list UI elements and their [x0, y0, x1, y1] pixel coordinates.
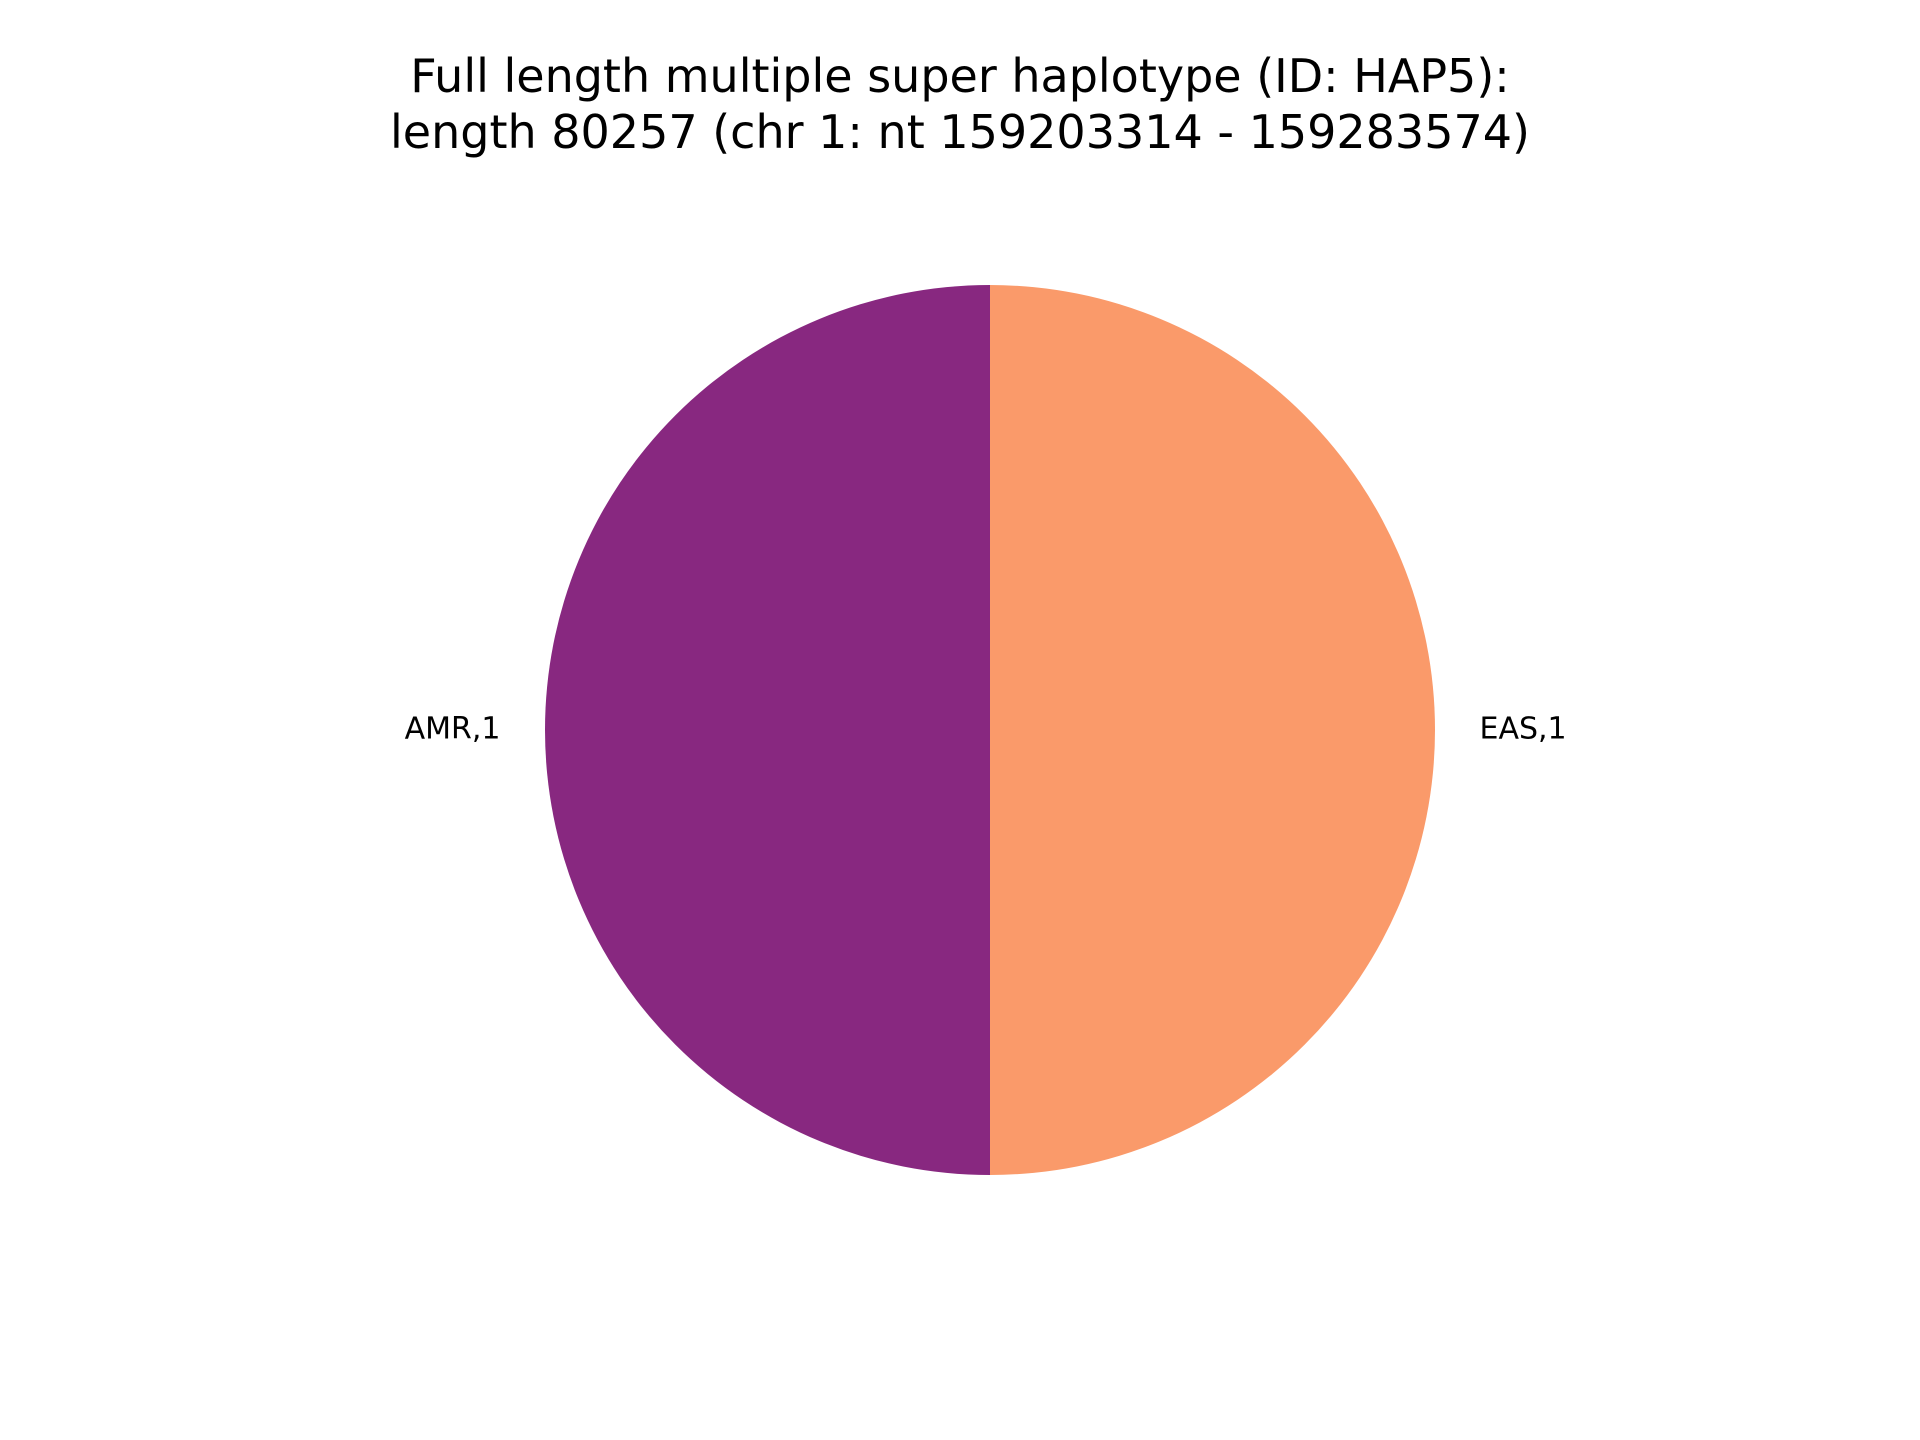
chart-title-line-1: Full length multiple super haplotype (ID… — [410, 49, 1510, 103]
chart-title: Full length multiple super haplotype (ID… — [390, 49, 1530, 159]
pie-labels: AMR,1 EAS,1 — [405, 712, 1567, 747]
pie-slice-eas — [990, 285, 1435, 1175]
pie-slices — [545, 285, 1435, 1175]
pie-label-eas: EAS,1 — [1480, 712, 1567, 747]
pie-label-amr: AMR,1 — [405, 712, 501, 747]
pie-slice-amr — [545, 285, 990, 1175]
chart-title-line-2: length 80257 (chr 1: nt 159203314 - 1592… — [390, 105, 1530, 159]
